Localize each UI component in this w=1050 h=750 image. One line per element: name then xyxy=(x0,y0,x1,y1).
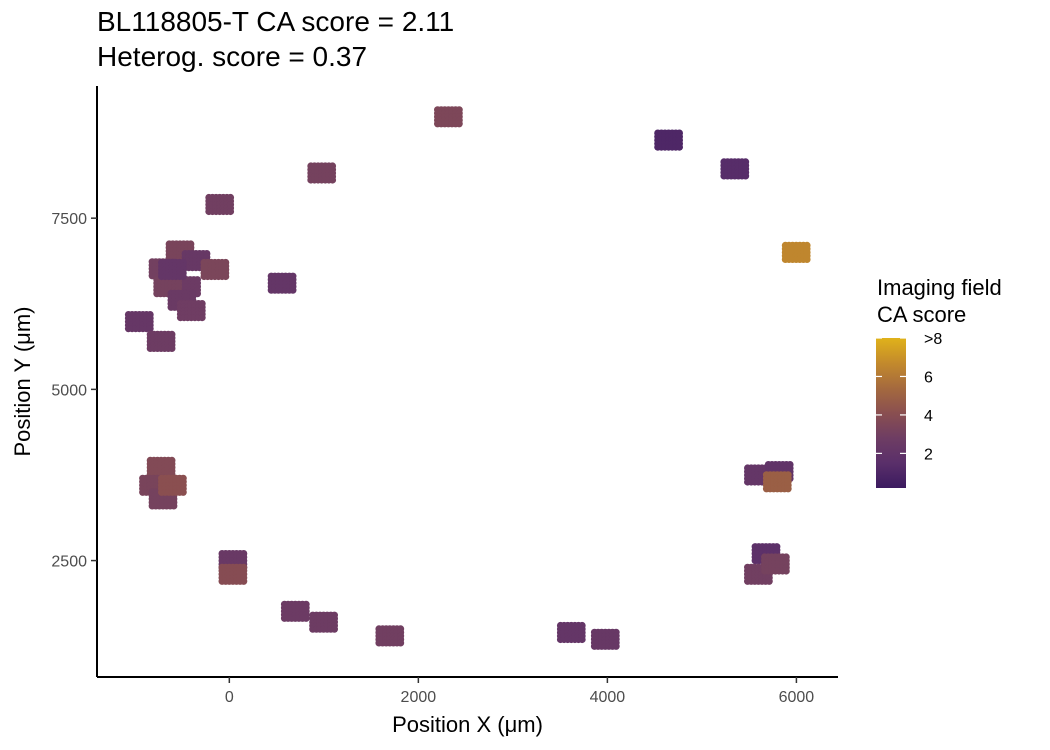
point-cluster xyxy=(124,311,154,333)
data-point xyxy=(765,577,773,585)
legend-label: 4 xyxy=(924,408,933,425)
chart-subtitle: Heterog. score = 0.37 xyxy=(97,41,368,72)
data-point xyxy=(784,485,792,493)
point-cluster xyxy=(267,272,297,294)
chart-title: BL118805-T CA score = 2.11 xyxy=(97,6,455,37)
data-point xyxy=(803,255,811,263)
data-point xyxy=(330,625,338,633)
legend-label: >8 xyxy=(924,331,942,348)
data-point xyxy=(675,143,684,151)
point-cluster xyxy=(556,621,586,644)
y-tick-label: 2500 xyxy=(51,554,87,571)
data-point xyxy=(222,272,230,281)
y-axis-ticks: 2500 5000 7500 xyxy=(51,211,97,571)
y-tick-label: 5000 xyxy=(51,382,87,399)
color-legend: 2 4 6 >8 xyxy=(876,331,942,488)
point-cluster xyxy=(375,625,405,647)
point-cluster xyxy=(762,471,792,493)
point-cluster xyxy=(167,289,197,311)
legend-title: Imaging field CA score xyxy=(877,274,1002,328)
x-tick-label: 2000 xyxy=(401,689,437,706)
x-tick-label: 0 xyxy=(225,689,234,706)
point-cluster xyxy=(309,611,338,633)
point-cluster xyxy=(761,553,790,575)
data-point xyxy=(198,314,206,322)
point-cluster xyxy=(280,600,310,622)
data-point xyxy=(612,642,620,650)
legend-title-line-2: CA score xyxy=(877,302,967,327)
data-point xyxy=(179,272,187,281)
data-point xyxy=(578,635,586,644)
point-cluster xyxy=(434,106,463,128)
data-point xyxy=(240,577,248,585)
data-point xyxy=(328,176,337,184)
legend-title-line-1: Imaging field xyxy=(877,275,1002,300)
data-point xyxy=(170,502,178,510)
y-axis-title: Position Y (μm) xyxy=(10,306,35,456)
point-cluster xyxy=(176,300,206,322)
x-axis-title: Position X (μm) xyxy=(392,712,543,737)
data-point xyxy=(302,614,310,622)
point-cluster xyxy=(781,241,811,263)
x-tick-label: 4000 xyxy=(590,689,626,706)
legend-label: 6 xyxy=(924,369,933,386)
data-points xyxy=(124,106,811,650)
point-cluster xyxy=(654,129,684,151)
data-point xyxy=(146,325,154,333)
data-point xyxy=(397,639,405,647)
point-cluster xyxy=(720,158,750,180)
legend-colorbar xyxy=(876,338,906,488)
data-point xyxy=(782,567,790,575)
data-point xyxy=(455,120,463,128)
point-cluster xyxy=(200,258,230,281)
data-point xyxy=(226,207,235,216)
point-cluster xyxy=(146,330,176,352)
point-cluster xyxy=(307,162,337,184)
point-cluster xyxy=(590,628,620,650)
y-tick-label: 7500 xyxy=(51,211,87,228)
point-cluster xyxy=(218,563,248,585)
data-point xyxy=(289,286,297,294)
data-point xyxy=(168,344,176,352)
data-point xyxy=(742,172,750,180)
point-cluster xyxy=(158,258,187,281)
point-cluster xyxy=(205,193,235,216)
x-axis-ticks: 0 2000 4000 6000 xyxy=(225,677,814,706)
data-point xyxy=(179,488,187,496)
legend-label: 2 xyxy=(924,446,933,463)
x-tick-label: 6000 xyxy=(779,689,815,706)
point-cluster xyxy=(158,474,187,496)
